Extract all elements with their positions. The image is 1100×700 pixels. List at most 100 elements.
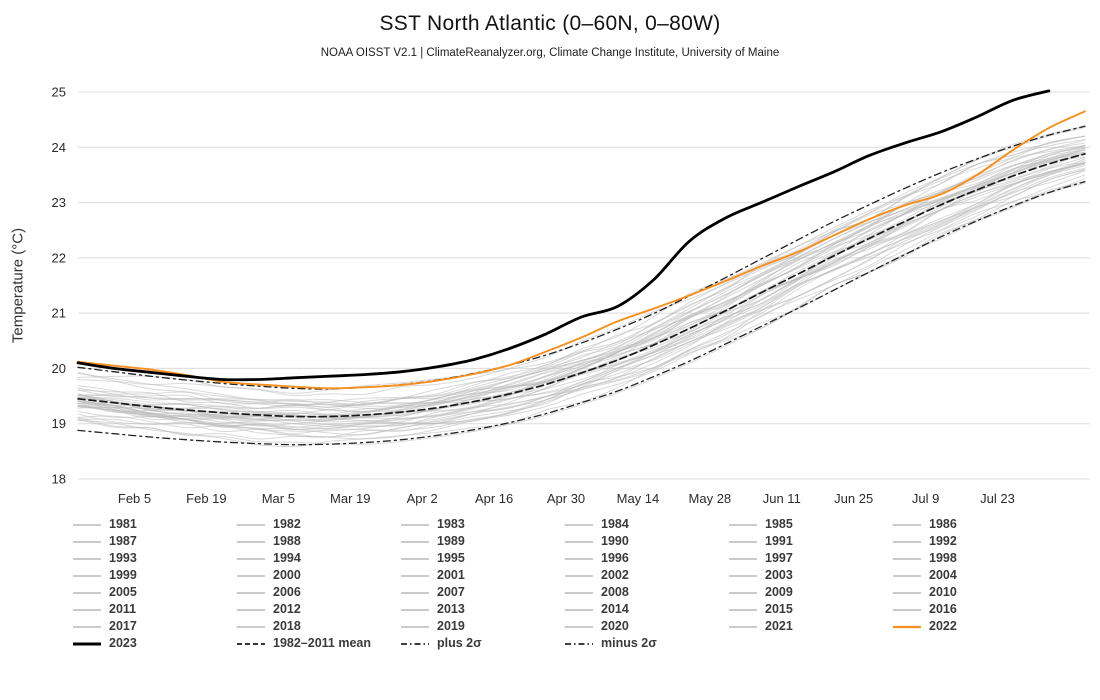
legend-label: 1994	[273, 551, 301, 565]
series-2018	[77, 125, 1086, 407]
legend-item-2018[interactable]: 2018	[236, 620, 400, 633]
legend-line-swatch	[401, 608, 429, 611]
legend-item-2000[interactable]: 2000	[236, 569, 400, 582]
legend-item-1984[interactable]: 1984	[564, 518, 728, 531]
series-plus-2sigma	[77, 125, 1086, 390]
legend-item-2014[interactable]: 2014	[564, 603, 728, 616]
legend-line-swatch	[401, 574, 429, 577]
legend-line-swatch	[401, 540, 429, 543]
legend-item-1983[interactable]: 1983	[400, 518, 564, 531]
legend-item-2007[interactable]: 2007	[400, 586, 564, 599]
chart-title: SST North Atlantic (0–60N, 0–80W)	[379, 12, 721, 35]
x-tick-label: Feb 19	[186, 491, 226, 506]
legend-item-2017[interactable]: 2017	[72, 620, 236, 633]
legend-item-2013[interactable]: 2013	[400, 603, 564, 616]
x-tick-label: Mar 5	[262, 491, 295, 506]
legend-line-swatch	[893, 591, 921, 594]
legend-label: 1995	[437, 551, 465, 565]
legend-line-swatch	[237, 574, 265, 577]
legend-item-1991[interactable]: 1991	[728, 535, 892, 548]
legend-item-2021[interactable]: 2021	[728, 620, 892, 633]
series-2023	[76, 89, 1051, 382]
legend-item-1981[interactable]: 1981	[72, 518, 236, 531]
legend-label: 1996	[601, 551, 629, 565]
legend-label: 1997	[765, 551, 793, 565]
legend-label: 2000	[273, 568, 301, 582]
legend-item-2010[interactable]: 2010	[892, 586, 1056, 599]
legend-item-2015[interactable]: 2015	[728, 603, 892, 616]
legend-label: 2021	[765, 619, 793, 633]
legend-item-2023[interactable]: 2023	[72, 637, 236, 650]
legend-item-2012[interactable]: 2012	[236, 603, 400, 616]
legend-item-2011[interactable]: 2011	[72, 603, 236, 616]
legend-item-1982-2011-mean[interactable]: 1982–2011 mean	[236, 637, 400, 650]
series-1985	[77, 163, 1086, 432]
series-2021	[77, 157, 1086, 394]
legend-item-2005[interactable]: 2005	[72, 586, 236, 599]
legend-item-1990[interactable]: 1990	[564, 535, 728, 548]
legend-item-2020[interactable]: 2020	[564, 620, 728, 633]
legend-item-1999[interactable]: 1999	[72, 569, 236, 582]
legend-line-swatch	[73, 574, 101, 577]
legend-line-swatch	[73, 642, 101, 645]
legend-item-2009[interactable]: 2009	[728, 586, 892, 599]
legend-item-1994[interactable]: 1994	[236, 552, 400, 565]
chart-subtitle: NOAA OISST V2.1 | ClimateReanalyzer.org,…	[320, 47, 780, 59]
legend-item-1997[interactable]: 1997	[728, 552, 892, 565]
legend-line-swatch	[401, 642, 429, 645]
legend-item-2004[interactable]: 2004	[892, 569, 1056, 582]
legend-label: 1990	[601, 534, 629, 548]
legend-line-swatch	[565, 608, 593, 611]
legend-item-1995[interactable]: 1995	[400, 552, 564, 565]
x-tick-label: Apr 16	[475, 491, 513, 506]
legend-item-1996[interactable]: 1996	[564, 552, 728, 565]
legend-line-swatch	[893, 540, 921, 543]
legend-item-minus-2-[interactable]: minus 2σ	[564, 637, 728, 650]
legend-item-1993[interactable]: 1993	[72, 552, 236, 565]
legend-label: 1987	[109, 534, 137, 548]
legend-item-1992[interactable]: 1992	[892, 535, 1056, 548]
legend-item-1986[interactable]: 1986	[892, 518, 1056, 531]
x-tick-label: Apr 30	[547, 491, 585, 506]
series-2005	[77, 161, 1086, 420]
legend-label: 2023	[109, 636, 137, 650]
legend-label: 2002	[601, 568, 629, 582]
x-tick-label: Mar 19	[330, 491, 370, 506]
legend-item-1985[interactable]: 1985	[728, 518, 892, 531]
legend-label: minus 2σ	[601, 636, 657, 650]
legend-item-1998[interactable]: 1998	[892, 552, 1056, 565]
legend-item-plus-2-[interactable]: plus 2σ	[400, 637, 564, 650]
chart-legend: 1981 1982 1983 1984 1985 1986 1987 1988 1989 1990…	[0, 518, 1100, 650]
series-2013	[77, 162, 1086, 428]
legend-label: 2010	[929, 585, 957, 599]
legend-item-2019[interactable]: 2019	[400, 620, 564, 633]
legend-item-1987[interactable]: 1987	[72, 535, 236, 548]
legend-item-2003[interactable]: 2003	[728, 569, 892, 582]
legend-line-swatch	[893, 523, 921, 526]
legend-line-swatch	[237, 540, 265, 543]
legend-line-swatch	[237, 625, 265, 628]
legend-item-1988[interactable]: 1988	[236, 535, 400, 548]
legend-label: 2019	[437, 619, 465, 633]
series-2002	[77, 153, 1086, 408]
legend-item-1982[interactable]: 1982	[236, 518, 400, 531]
legend-line-swatch	[401, 557, 429, 560]
legend-line-swatch	[565, 557, 593, 560]
legend-item-2022[interactable]: 2022	[892, 620, 1056, 633]
legend-item-2006[interactable]: 2006	[236, 586, 400, 599]
legend-item-2016[interactable]: 2016	[892, 603, 1056, 616]
legend-item-2001[interactable]: 2001	[400, 569, 564, 582]
legend-label: 2007	[437, 585, 465, 599]
x-tick-label: Feb 5	[118, 491, 151, 506]
legend-line-swatch	[237, 591, 265, 594]
series-2020	[77, 153, 1086, 411]
legend-item-2002[interactable]: 2002	[564, 569, 728, 582]
legend-line-swatch	[237, 523, 265, 526]
y-axis-label: Temperature (°C)	[9, 227, 27, 344]
legend-line-swatch	[565, 591, 593, 594]
legend-item-1989[interactable]: 1989	[400, 535, 564, 548]
legend-item-2008[interactable]: 2008	[564, 586, 728, 599]
y-tick-label: 24	[52, 140, 66, 155]
chart-area: Temperature (°C) 18 19 20 21 22 23 24 25 Feb 5 Fe…	[0, 61, 1100, 506]
